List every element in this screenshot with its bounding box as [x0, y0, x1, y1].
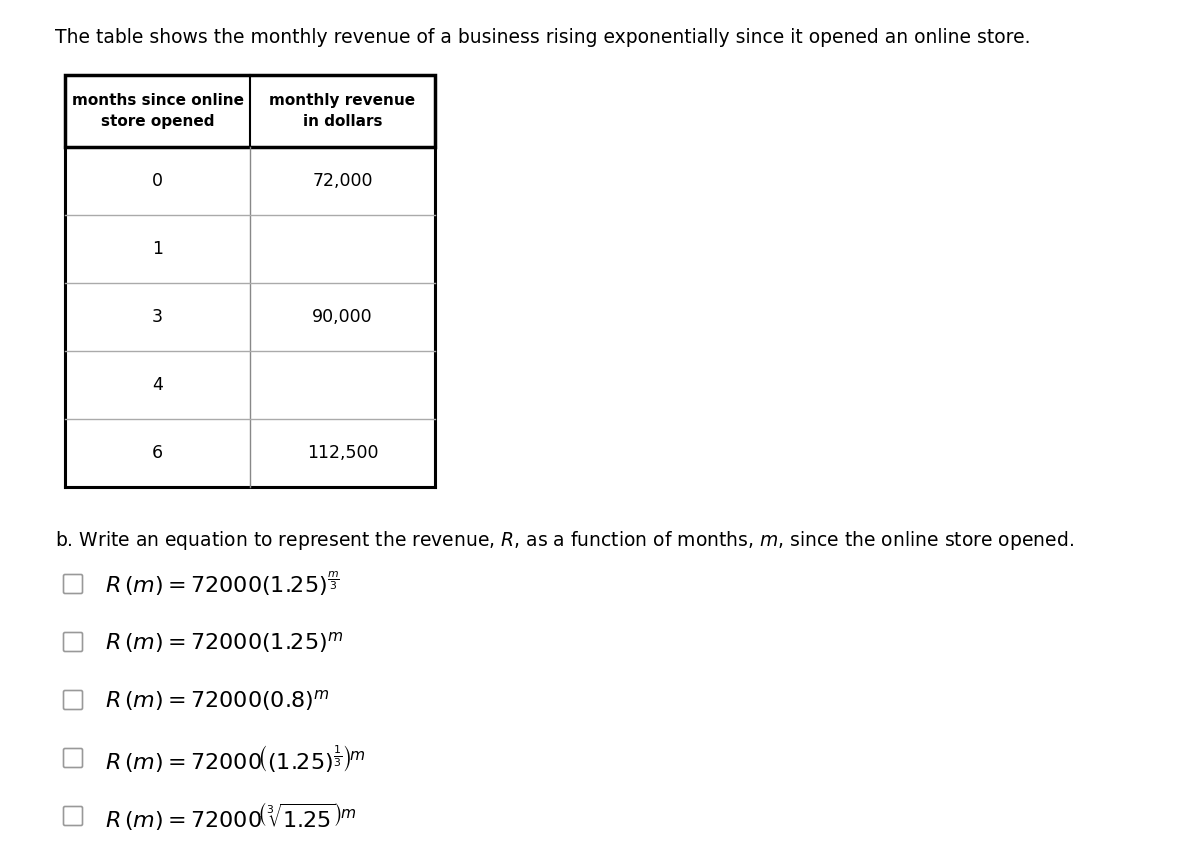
Text: 3: 3	[152, 308, 163, 326]
Text: 90,000: 90,000	[312, 308, 373, 326]
Text: b. Write an equation to represent the revenue, $R$, as a function of months, $m$: b. Write an equation to represent the re…	[55, 529, 1074, 552]
Text: $R\,(m) = 72000(1.25)^{\frac{m}{3}}$: $R\,(m) = 72000(1.25)^{\frac{m}{3}}$	[106, 570, 340, 598]
FancyBboxPatch shape	[64, 632, 83, 651]
Text: 1: 1	[152, 240, 163, 258]
Text: 4: 4	[152, 376, 163, 394]
FancyBboxPatch shape	[64, 748, 83, 768]
Text: The table shows the monthly revenue of a business rising exponentially since it : The table shows the monthly revenue of a…	[55, 28, 1031, 47]
Text: 6: 6	[152, 444, 163, 462]
Text: monthly revenue
in dollars: monthly revenue in dollars	[270, 93, 415, 129]
Bar	[65, 75, 436, 147]
Text: $R\,(m) = 72000(1.25)^{m}$: $R\,(m) = 72000(1.25)^{m}$	[106, 630, 343, 655]
Text: $R\,(m) = 72000(0.8)^{m}$: $R\,(m) = 72000(0.8)^{m}$	[106, 687, 330, 712]
FancyBboxPatch shape	[64, 691, 83, 710]
Text: $R\,(m) = 72000\!\left(\sqrt[3]{1.25}\right)^{\!m}$: $R\,(m) = 72000\!\left(\sqrt[3]{1.25}\ri…	[106, 800, 356, 832]
Bar	[65, 147, 436, 487]
FancyBboxPatch shape	[64, 574, 83, 594]
Text: 72,000: 72,000	[312, 172, 373, 190]
Text: 112,500: 112,500	[307, 444, 378, 462]
Text: $R\,(m) = 72000\!\left((1.25)^{\frac{1}{3}}\right)^{\!m}$: $R\,(m) = 72000\!\left((1.25)^{\frac{1}{…	[106, 742, 366, 774]
Text: months since online
store opened: months since online store opened	[72, 93, 244, 129]
Text: 0: 0	[152, 172, 163, 190]
FancyBboxPatch shape	[64, 806, 83, 825]
